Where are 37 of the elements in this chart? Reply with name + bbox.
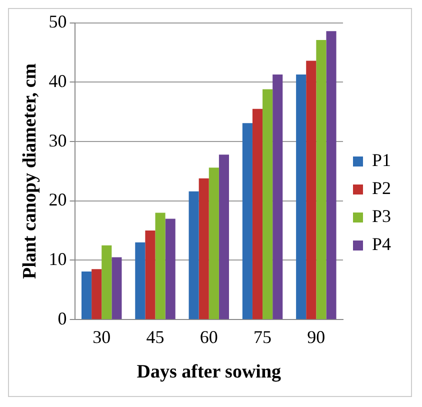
y-tick-label: 0 [58,308,67,328]
bar [242,123,252,320]
x-tick-label: 60 [200,327,218,348]
bar [155,212,166,320]
bar [208,168,219,320]
bar [112,257,122,320]
bar [165,218,176,320]
bar [188,191,199,320]
bar [316,40,326,320]
x-axis-title: Days after sowing [136,362,282,383]
bar [272,74,283,320]
x-tick-label: 90 [307,327,326,348]
legend-label: P3 [372,206,392,226]
bar [145,230,156,320]
bar [252,108,263,320]
bar [82,272,92,320]
y-tick-label: 10 [48,248,67,269]
bar [92,269,102,320]
x-tick-label: 30 [92,327,111,348]
x-tick-label: 75 [254,327,272,348]
legend-label: P4 [372,234,392,254]
legend-label: P2 [372,178,392,198]
y-tick-label: 30 [48,130,67,150]
y-axis-title: Plant canopy diameter, cm [19,63,40,280]
bar [262,89,273,320]
legend-label: P1 [372,150,392,170]
y-tick-label: 50 [48,12,67,32]
bar [102,245,112,320]
bar [218,154,230,320]
y-tick-label: 40 [48,70,67,91]
y-tick-label: 20 [48,190,67,210]
bar [326,31,336,320]
bar [306,60,316,320]
bar [296,74,306,320]
x-tick-label: 45 [146,327,164,348]
bar [135,242,146,320]
bar [198,178,209,320]
